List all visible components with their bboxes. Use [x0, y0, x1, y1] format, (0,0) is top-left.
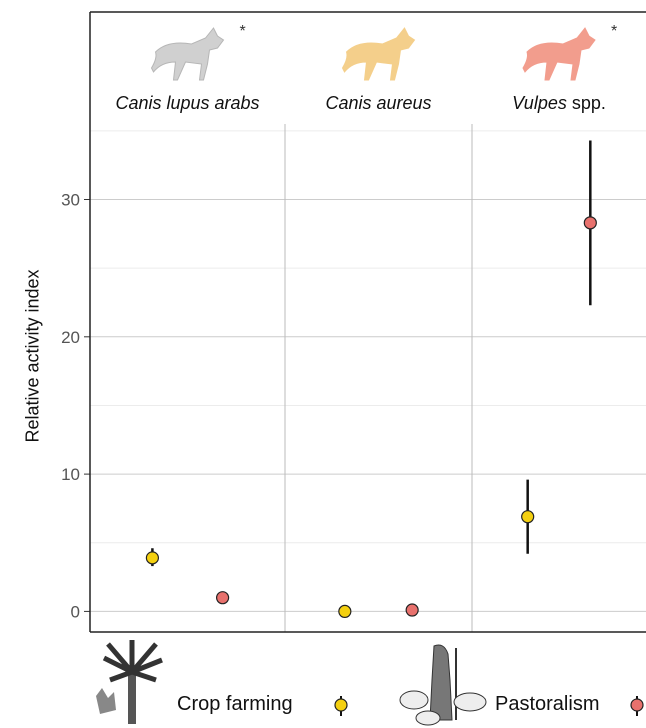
animal-silhouette — [341, 27, 416, 81]
legend-marks — [96, 640, 644, 726]
legend-point-1 — [630, 698, 644, 712]
panel-icons: * * — [150, 23, 617, 81]
axes: 0 10 20 30 — [61, 11, 646, 633]
fox-icon — [522, 27, 596, 81]
sheep — [399, 690, 429, 710]
data-point — [338, 604, 352, 619]
significance-asterisk: * — [240, 23, 246, 40]
shepherd-with-sheep-icon — [399, 644, 487, 726]
data-point — [521, 510, 535, 524]
y-tick-label: 0 — [71, 602, 80, 621]
y-tick-label: 20 — [61, 328, 80, 347]
panel-title-canis-aureus: Canis aureus — [325, 93, 432, 113]
y-axis-label: Relative activity index — [22, 269, 43, 443]
data-point — [405, 603, 419, 617]
panel-title-canis-lupus-arabs: Canis lupus arabs — [115, 93, 260, 113]
wolf-icon — [150, 27, 225, 81]
data-point — [145, 551, 159, 565]
sheep — [415, 710, 441, 726]
y-tick-label: 30 — [61, 191, 80, 210]
jackal-icon — [341, 27, 416, 81]
legend-label-crop-farming: Crop farming — [177, 693, 293, 715]
palm-fronds — [102, 640, 163, 683]
data-point — [216, 591, 230, 605]
shepherd — [429, 644, 453, 721]
data-marks — [145, 140, 597, 619]
grid — [90, 124, 646, 632]
significance-asterisk: * — [611, 23, 617, 40]
palm-tree-icon — [96, 640, 163, 724]
data-point — [583, 216, 597, 230]
legend-label-pastoralism: Pastoralism — [495, 693, 600, 715]
legend-point-0 — [334, 698, 348, 712]
sheep — [453, 692, 487, 712]
panel-title-vulpes: Vulpes spp. — [512, 93, 606, 113]
crop-plant — [96, 688, 116, 714]
y-tick-label: 10 — [61, 465, 80, 484]
palm-trunk — [128, 670, 136, 724]
animal-silhouette — [150, 27, 225, 81]
animal-silhouette — [522, 27, 596, 81]
